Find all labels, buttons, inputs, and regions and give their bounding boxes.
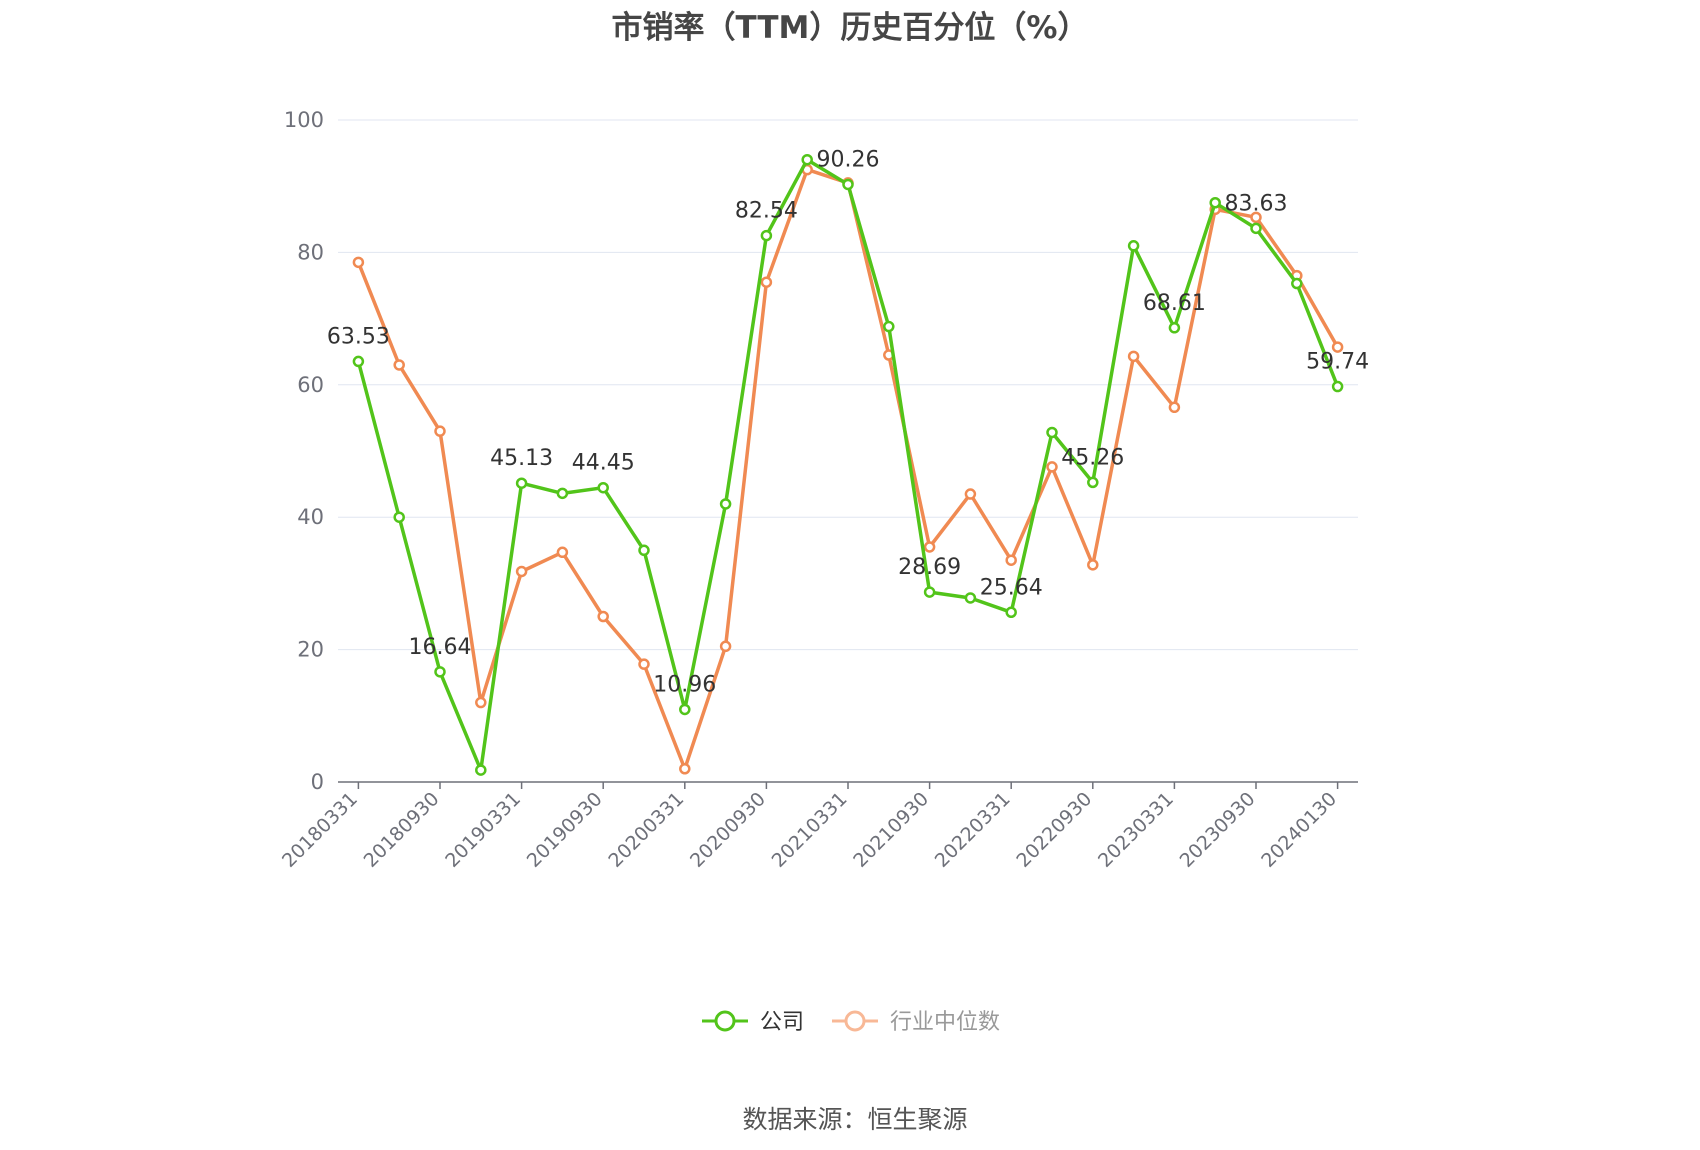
point-company-20180630 — [393, 511, 405, 523]
x-tick-label-20210930: 20210930 — [849, 788, 933, 872]
chart-title: 市销率（TTM）历史百分位（%） — [612, 10, 1089, 46]
data-label-20180331: 63.53 — [327, 324, 390, 349]
y-tick-label-0: 0 — [311, 770, 324, 794]
point-company-20201231 — [801, 153, 813, 166]
point-industry-median-20200331 — [679, 763, 691, 775]
point-industry-median-20190930 — [597, 610, 609, 623]
point-industry-median-20180930 — [434, 425, 446, 437]
data-source: 数据来源：恒生聚源 — [742, 1105, 967, 1134]
data-label-20230331: 68.61 — [1143, 291, 1206, 316]
data-label-20240130: 59.74 — [1306, 350, 1369, 375]
data-label-20220930: 45.26 — [1061, 445, 1124, 470]
x-tick-label-20190331: 20190331 — [441, 788, 525, 872]
point-company-20240130 — [1331, 380, 1344, 393]
data-label-20190331: 45.13 — [490, 446, 553, 471]
point-company-20230930 — [1250, 222, 1262, 235]
data-label-20200930: 82.54 — [735, 199, 798, 224]
point-industry-median-20190331 — [515, 565, 528, 578]
data-label-20210331: 90.26 — [817, 147, 880, 172]
point-company-20200930 — [760, 229, 773, 242]
point-industry-median-20200930 — [760, 276, 773, 288]
x-tick-label-20230930: 20230930 — [1176, 788, 1260, 872]
legend-label-company: 公司 — [760, 1010, 804, 1035]
point-industry-median-20210930 — [923, 541, 936, 553]
point-industry-median-20230930 — [1250, 211, 1262, 224]
point-company-20210630 — [883, 320, 895, 333]
point-industry-median-20200630 — [719, 640, 732, 653]
point-company-20181231 — [475, 764, 487, 776]
point-company-20200331 — [679, 703, 691, 716]
point-company-20191231 — [638, 544, 650, 557]
data-label-20220331: 25.64 — [980, 575, 1043, 600]
point-company-20211231 — [964, 592, 977, 604]
point-industry-median-20191231 — [638, 658, 650, 670]
legend-marker-industry-median — [844, 1010, 866, 1032]
y-tick-label-80: 80 — [297, 240, 324, 264]
point-industry-median-20221231 — [1127, 350, 1140, 363]
point-company-20180930 — [434, 666, 446, 678]
grid-lines — [338, 119, 1358, 651]
y-tick-label-100: 100 — [284, 108, 324, 132]
x-tick-label-20240130: 20240130 — [1257, 788, 1341, 872]
point-company-20220331 — [1005, 606, 1017, 619]
x-tick-label-20180331: 20180331 — [278, 788, 362, 872]
point-industry-median-20220930 — [1087, 559, 1099, 571]
legend-label-industry-median: 行业中位数 — [890, 1010, 1000, 1035]
x-tick-label-20210331: 20210331 — [768, 788, 852, 872]
x-tick-label-20190930: 20190930 — [523, 788, 607, 872]
data-label-20200331: 10.96 — [653, 672, 716, 697]
point-company-20230331 — [1168, 322, 1181, 334]
point-industry-median-20230331 — [1168, 401, 1181, 414]
point-company-20231231 — [1291, 277, 1303, 290]
y-tick-label-20: 20 — [297, 638, 324, 662]
y-tick-label-60: 60 — [297, 373, 324, 397]
point-company-20190930 — [597, 481, 609, 494]
point-industry-median-20220630 — [1046, 461, 1058, 473]
data-labels: 63.53 16.64 45.13 44.45 10.96 82.54 90.26 28.69… — [327, 147, 1369, 697]
point-company-20200630 — [719, 498, 732, 510]
data-label-20210930: 28.69 — [898, 555, 961, 580]
point-industry-median-20181231 — [475, 696, 487, 709]
point-industry-median-20220331 — [1005, 554, 1017, 566]
point-company-20190630 — [556, 487, 569, 500]
point-company-20180331 — [352, 355, 365, 368]
point-company-20221231 — [1127, 240, 1140, 252]
x-tick-label-20220331: 20220331 — [931, 788, 1015, 872]
point-company-20220930 — [1087, 476, 1099, 489]
legend-item-company[interactable]: 公司 — [702, 1010, 804, 1035]
point-company-20190331 — [515, 477, 528, 489]
axes: 0 20 40 60 80 100 2018033120180930201903312019… — [278, 108, 1358, 872]
data-label-20190930: 44.45 — [572, 451, 635, 476]
legend-marker-company — [714, 1010, 736, 1032]
x-tick-label-20180930: 20180930 — [360, 788, 444, 872]
legend[interactable]: 公司 行业中位数 — [702, 1010, 1000, 1035]
point-industry-median-20240130 — [1331, 341, 1344, 353]
x-tick-label-20200930: 20200930 — [686, 788, 770, 872]
point-industry-median-20180630 — [393, 359, 405, 371]
data-label-20230930: 83.63 — [1225, 191, 1288, 216]
point-industry-median-20180331 — [352, 256, 365, 269]
data-label-20180930: 16.64 — [409, 635, 472, 660]
point-industry-median-20211231 — [964, 488, 977, 500]
point-company-20210930 — [923, 586, 936, 598]
point-industry-median-20190630 — [556, 546, 569, 559]
point-company-20220630 — [1046, 426, 1058, 439]
x-tick-label-20200331: 20200331 — [604, 788, 688, 872]
x-tick-label-20220930: 20220930 — [1012, 788, 1096, 872]
point-company-20210331 — [842, 178, 854, 191]
legend-item-industry-median[interactable]: 行业中位数 — [832, 1010, 1000, 1035]
series-lines — [352, 153, 1344, 776]
point-company-20230630 — [1209, 197, 1221, 209]
x-tick-label-20230331: 20230331 — [1094, 788, 1178, 872]
y-tick-label-40: 40 — [297, 505, 324, 529]
